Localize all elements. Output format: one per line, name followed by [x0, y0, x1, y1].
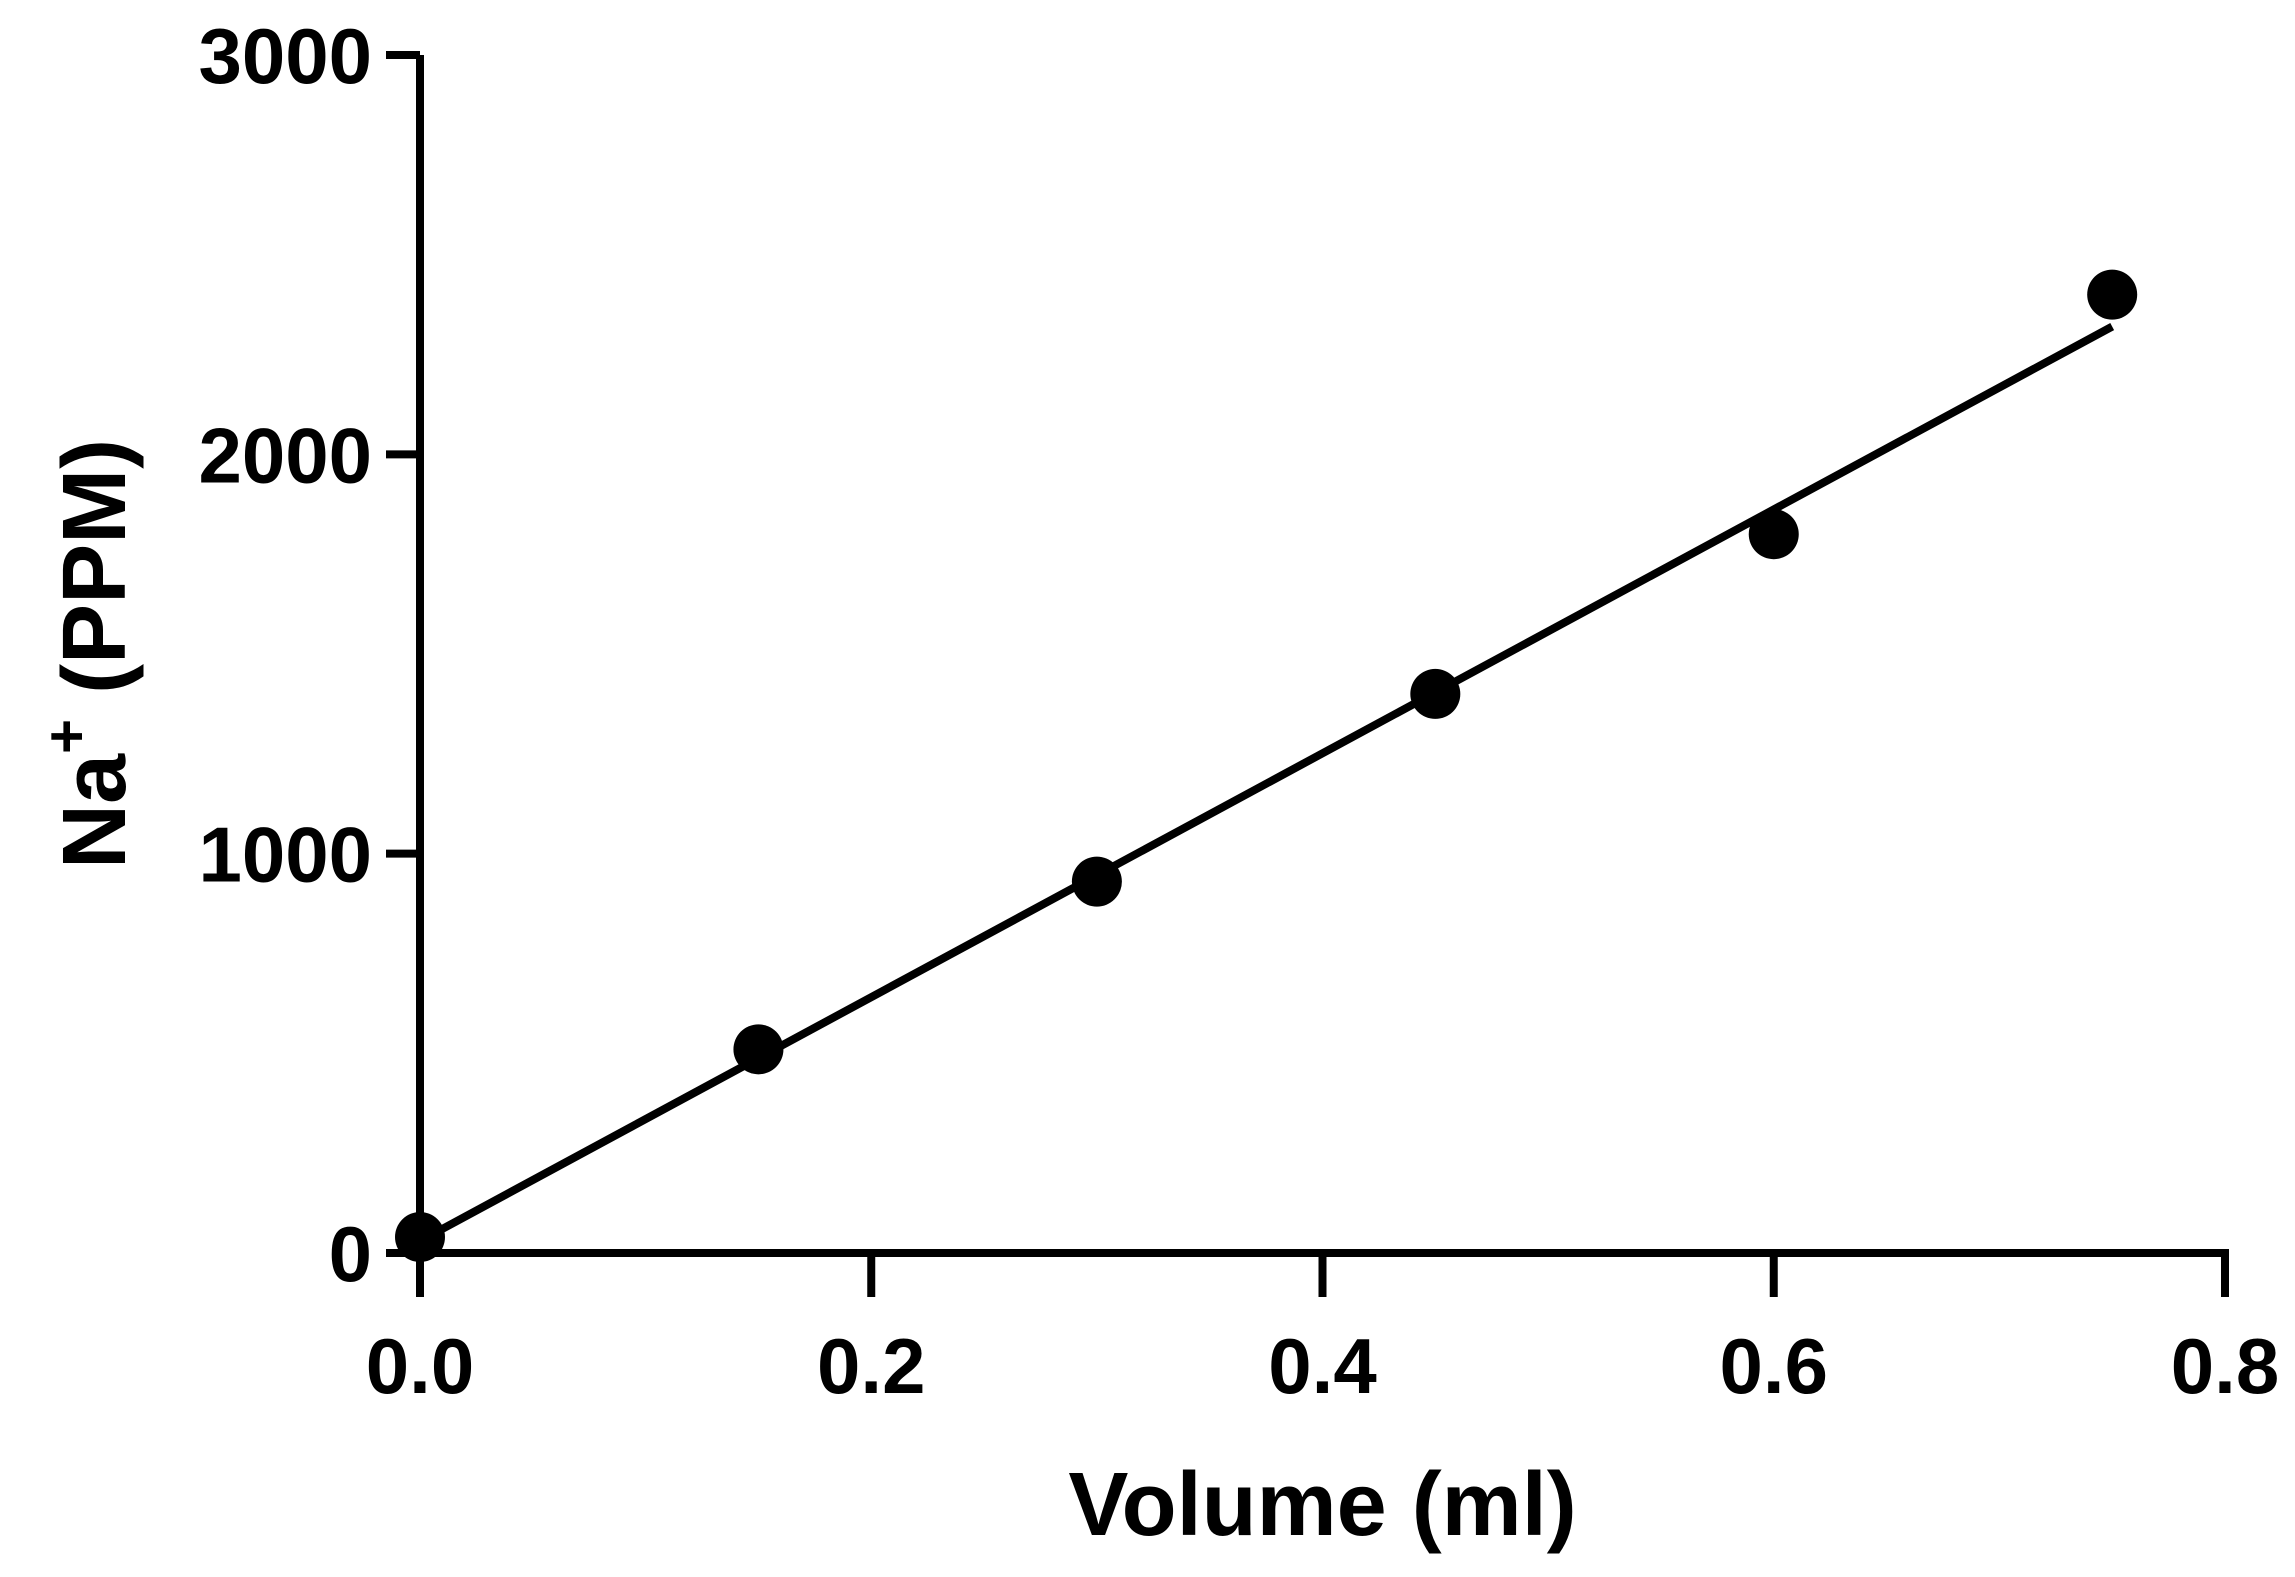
data-point: [1410, 668, 1461, 719]
data-point: [733, 1024, 784, 1075]
fit-line-group: [418, 323, 2115, 1245]
data-point: [1748, 509, 1799, 560]
fit-line: [418, 323, 2115, 1245]
data-point: [2087, 269, 2138, 320]
x-tick-label: 0.8: [2171, 1322, 2279, 1410]
y-axis-title-rest: (PPM): [45, 439, 145, 719]
x-ticks: 0.0 0.2 0.4 0.6 0.8: [366, 1253, 2279, 1410]
data-point: [395, 1212, 445, 1263]
data-point: [1071, 856, 1122, 907]
y-tick-label: 0: [329, 1210, 372, 1298]
x-tick-label: 0.0: [366, 1322, 474, 1410]
axes: [416, 55, 2229, 1257]
data-points: [395, 269, 2138, 1263]
x-tick-label: 0.6: [1720, 1322, 1828, 1410]
x-tick-label: 0.2: [817, 1322, 925, 1410]
y-axis-title: Na+ (PPM): [33, 439, 145, 869]
x-tick-label: 0.4: [1268, 1322, 1376, 1410]
y-axis-title-superscript: +: [33, 719, 100, 754]
x-axis-title: Volume (ml): [1068, 1455, 1576, 1555]
y-axis-title-base: Na: [45, 753, 145, 869]
y-tick-label: 1000: [198, 811, 372, 899]
y-ticks: 0 1000 2000 3000: [198, 12, 420, 1298]
y-tick-label: 2000: [198, 411, 372, 499]
y-tick-label: 3000: [198, 12, 372, 100]
